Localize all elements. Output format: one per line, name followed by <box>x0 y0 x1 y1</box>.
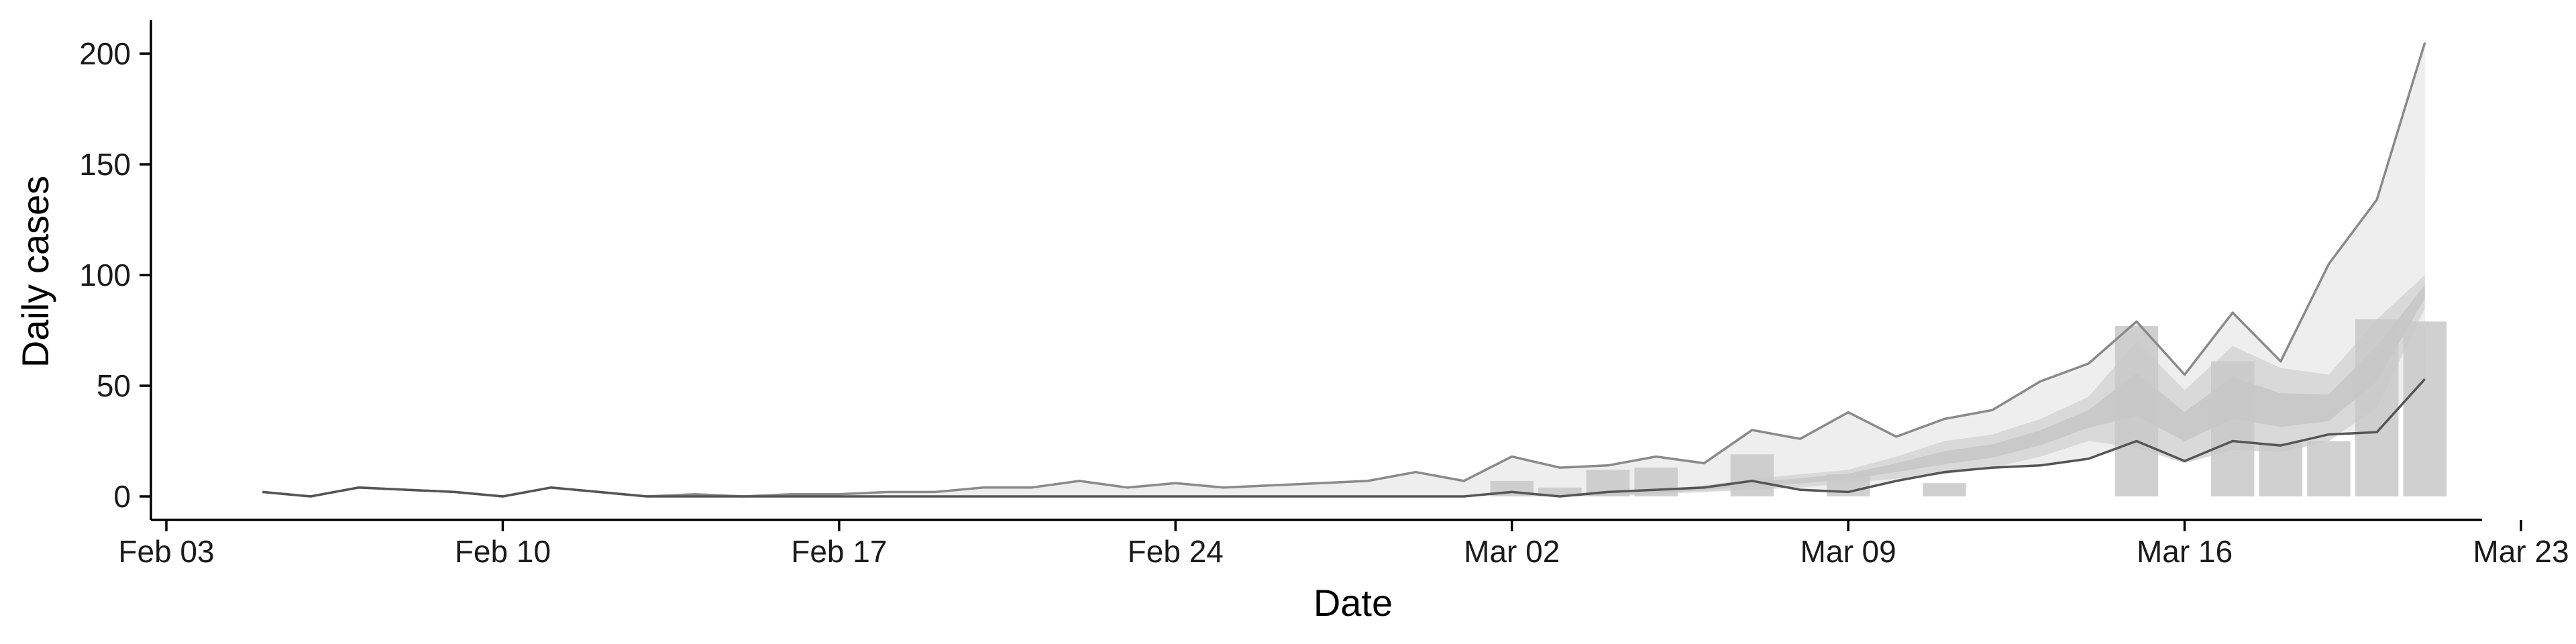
reported-cases-bar <box>1538 487 1582 496</box>
reported-cases-bar <box>2307 441 2351 496</box>
reported-cases-bar <box>1634 468 1678 496</box>
x-tick-label: Mar 02 <box>1464 534 1560 569</box>
uncertainty-bands <box>262 42 2425 496</box>
x-tick-label: Feb 17 <box>791 534 887 569</box>
estimate-lines <box>262 42 2426 498</box>
lower-estimate-line <box>262 378 2426 498</box>
x-axis-title: Date <box>1313 582 1393 624</box>
y-tick-label: 100 <box>79 258 131 292</box>
y-tick-label: 150 <box>79 147 131 182</box>
reported-cases-bar <box>1730 454 1774 496</box>
x-tick-label: Mar 16 <box>2137 534 2233 569</box>
x-tick-label: Feb 24 <box>1128 534 1224 569</box>
x-tick-label: Mar 09 <box>1801 534 1896 569</box>
reported-cases-bars <box>1490 319 2447 496</box>
reported-cases-bar <box>1923 483 1966 496</box>
x-ticks: Feb 03 Feb 10 Feb 17 Feb 24 Mar 02 Mar 09 Mar … <box>118 520 2569 569</box>
y-tick-label: 50 <box>97 368 131 403</box>
y-ticks: 0 50 100 150 200 <box>79 36 151 514</box>
x-tick-label: Feb 10 <box>455 534 551 569</box>
inner-uncertainty-band <box>262 275 2425 496</box>
reported-cases-bar <box>2259 443 2303 496</box>
x-tick-label: Mar 23 <box>2473 534 2569 569</box>
y-tick-label: 0 <box>113 479 131 514</box>
reported-cases-bar <box>2355 319 2399 496</box>
y-axis-title: Daily cases <box>14 176 56 368</box>
reported-cases-bar <box>2403 321 2447 496</box>
x-tick-label: Feb 03 <box>118 534 214 569</box>
reported-cases-bar <box>2114 325 2159 496</box>
y-tick-label: 200 <box>79 36 131 71</box>
axes <box>150 20 2482 521</box>
reported-cases-bar <box>2211 361 2255 496</box>
